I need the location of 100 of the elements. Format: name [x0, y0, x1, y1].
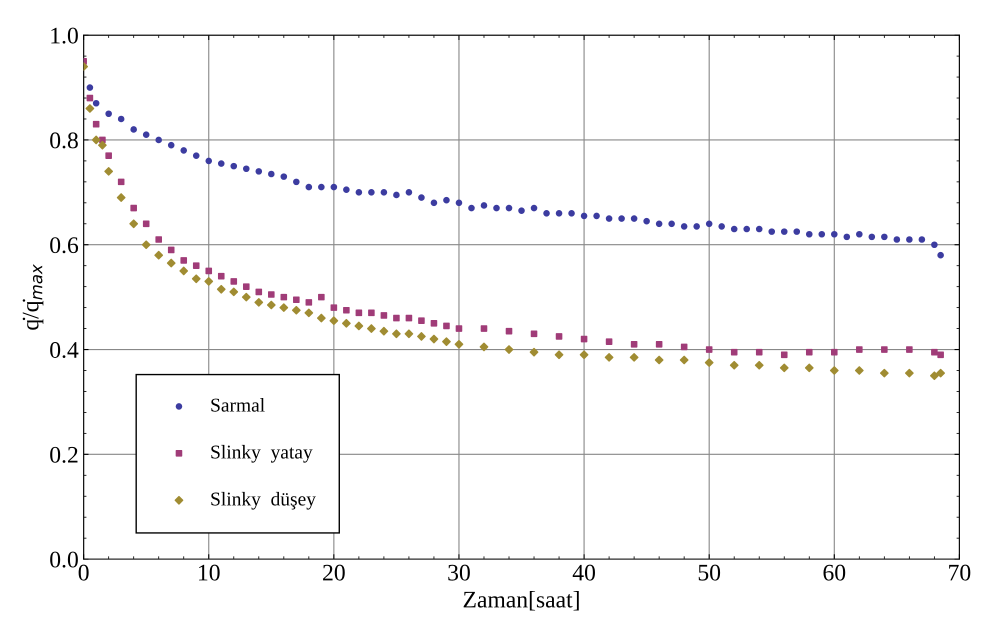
y-tick-label: 1.0 — [51, 28, 78, 44]
point — [242, 292, 251, 302]
point — [904, 368, 914, 378]
point — [218, 272, 225, 280]
point — [856, 346, 863, 353]
x-tick-label: 50 — [698, 564, 720, 581]
point — [936, 368, 946, 378]
point — [256, 288, 262, 296]
point — [142, 220, 150, 228]
point — [179, 266, 188, 276]
point — [142, 240, 151, 250]
point — [580, 350, 588, 360]
point — [92, 120, 100, 128]
x-tick-label: 70 — [949, 564, 970, 581]
y-tick-label: 0.4 — [50, 342, 78, 358]
point — [680, 344, 688, 350]
y-axis-title: q̇/q̇$_{max}$ — [22, 264, 44, 330]
point — [456, 325, 462, 332]
point — [230, 278, 238, 285]
point — [268, 291, 275, 298]
point — [393, 314, 400, 322]
legend-label: Slinky yatay — [211, 444, 313, 463]
point — [367, 324, 376, 333]
point — [205, 268, 212, 274]
point — [930, 371, 939, 380]
point — [418, 317, 425, 324]
point — [118, 178, 124, 186]
point — [806, 348, 813, 356]
point — [504, 345, 514, 354]
point — [756, 348, 763, 356]
point — [380, 312, 388, 319]
point — [86, 94, 94, 102]
point — [804, 364, 814, 372]
point — [192, 274, 201, 284]
point — [392, 329, 401, 338]
point — [530, 348, 538, 357]
point — [98, 140, 107, 150]
point — [216, 284, 226, 294]
point — [330, 304, 338, 311]
point — [442, 337, 451, 346]
point — [343, 306, 350, 314]
point — [554, 350, 564, 360]
legend-label: Slinky düşey — [211, 492, 316, 510]
x-tick-label: 20 — [323, 564, 345, 581]
point — [704, 358, 714, 367]
point — [530, 330, 538, 338]
point — [830, 366, 839, 375]
x-tick-label: 10 — [199, 564, 220, 581]
point — [168, 246, 175, 254]
y-tick-label: 0.8 — [50, 132, 78, 148]
point — [180, 257, 188, 264]
point — [556, 333, 562, 340]
point — [454, 340, 464, 349]
point — [606, 338, 612, 345]
point — [730, 348, 738, 356]
point — [430, 320, 438, 327]
point — [730, 360, 739, 370]
point — [506, 328, 512, 334]
point — [630, 341, 638, 348]
point — [329, 316, 338, 326]
point — [266, 300, 276, 310]
point — [129, 219, 138, 228]
point — [706, 346, 712, 353]
point — [480, 342, 488, 352]
point — [404, 329, 414, 338]
y-tick-label: 0.2 — [50, 446, 78, 463]
point — [306, 299, 312, 306]
point — [754, 360, 764, 370]
point — [104, 167, 114, 176]
point — [116, 193, 126, 202]
point — [204, 277, 214, 286]
point — [780, 351, 788, 358]
point — [880, 368, 889, 378]
point — [229, 288, 238, 296]
y-tick-label: 0.0 — [50, 552, 78, 568]
legend-label: Sarmal — [211, 398, 265, 412]
point — [356, 310, 362, 316]
point — [293, 296, 300, 304]
point — [654, 356, 664, 364]
point — [630, 353, 638, 362]
point — [831, 348, 838, 356]
x-tick-label: 60 — [824, 564, 846, 581]
point — [254, 298, 264, 307]
point — [292, 306, 301, 315]
x-axis-title: Zaman[saat] — [464, 590, 579, 610]
point — [931, 348, 938, 356]
point — [881, 346, 888, 353]
point — [92, 136, 101, 144]
point — [368, 310, 375, 316]
point — [342, 318, 351, 328]
x-tick-label: 30 — [448, 564, 470, 581]
point — [166, 258, 176, 268]
point — [380, 326, 388, 336]
point — [780, 364, 789, 372]
point — [280, 294, 288, 300]
point — [279, 303, 288, 312]
point — [105, 152, 112, 159]
point — [192, 262, 200, 269]
point — [937, 351, 944, 358]
point — [316, 314, 326, 322]
